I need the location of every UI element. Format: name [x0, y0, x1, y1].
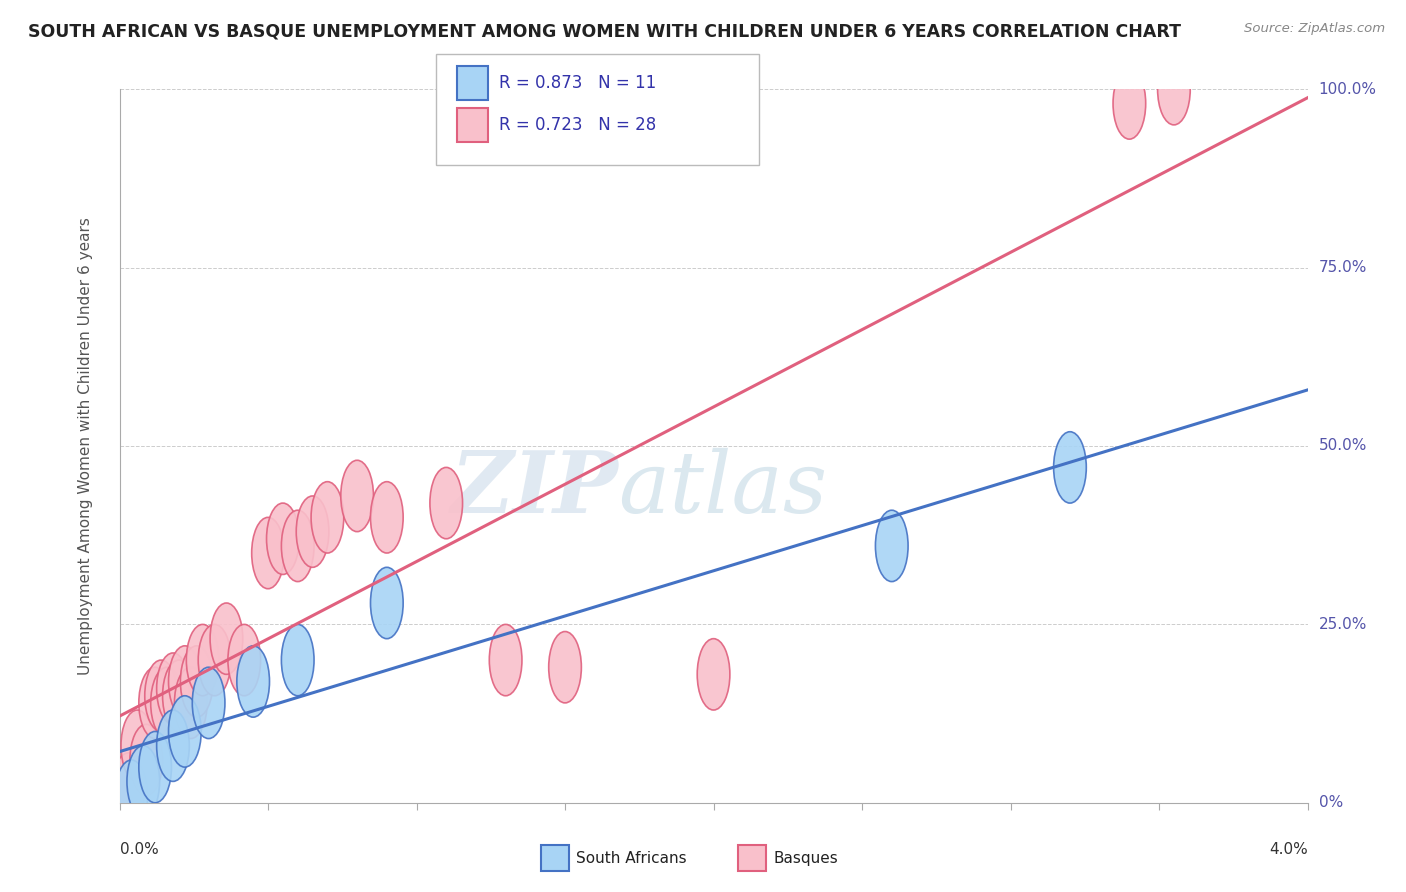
- Ellipse shape: [252, 517, 284, 589]
- Text: 100.0%: 100.0%: [1319, 82, 1376, 96]
- Ellipse shape: [209, 603, 243, 674]
- Ellipse shape: [371, 482, 404, 553]
- Ellipse shape: [156, 653, 190, 724]
- Ellipse shape: [174, 667, 207, 739]
- Ellipse shape: [169, 646, 201, 717]
- Text: R = 0.723   N = 28: R = 0.723 N = 28: [499, 116, 657, 134]
- Ellipse shape: [371, 567, 404, 639]
- Text: R = 0.873   N = 11: R = 0.873 N = 11: [499, 74, 657, 92]
- Ellipse shape: [156, 710, 190, 781]
- Ellipse shape: [236, 646, 270, 717]
- Ellipse shape: [489, 624, 522, 696]
- Ellipse shape: [267, 503, 299, 574]
- Text: 0.0%: 0.0%: [120, 842, 159, 856]
- Text: Basques: Basques: [773, 851, 838, 865]
- Ellipse shape: [281, 510, 314, 582]
- Text: SOUTH AFRICAN VS BASQUE UNEMPLOYMENT AMONG WOMEN WITH CHILDREN UNDER 6 YEARS COR: SOUTH AFRICAN VS BASQUE UNEMPLOYMENT AMO…: [28, 22, 1181, 40]
- Ellipse shape: [127, 746, 160, 817]
- Ellipse shape: [163, 660, 195, 731]
- Ellipse shape: [145, 660, 177, 731]
- Text: atlas: atlas: [619, 448, 828, 530]
- Text: 25.0%: 25.0%: [1319, 617, 1367, 632]
- Text: 75.0%: 75.0%: [1319, 260, 1367, 275]
- Ellipse shape: [193, 667, 225, 739]
- Ellipse shape: [112, 753, 145, 824]
- Ellipse shape: [150, 667, 183, 739]
- Ellipse shape: [311, 482, 343, 553]
- Y-axis label: Unemployment Among Women with Children Under 6 years: Unemployment Among Women with Children U…: [79, 217, 93, 675]
- Ellipse shape: [121, 710, 153, 781]
- Text: 0%: 0%: [1319, 796, 1343, 810]
- Ellipse shape: [115, 760, 148, 831]
- Ellipse shape: [1053, 432, 1087, 503]
- Ellipse shape: [876, 510, 908, 582]
- Ellipse shape: [228, 624, 260, 696]
- Ellipse shape: [697, 639, 730, 710]
- Ellipse shape: [139, 667, 172, 739]
- Ellipse shape: [548, 632, 581, 703]
- Text: 4.0%: 4.0%: [1268, 842, 1308, 856]
- Ellipse shape: [198, 624, 231, 696]
- Ellipse shape: [1157, 54, 1191, 125]
- Ellipse shape: [129, 724, 163, 796]
- Text: South Africans: South Africans: [576, 851, 688, 865]
- Ellipse shape: [297, 496, 329, 567]
- Text: Source: ZipAtlas.com: Source: ZipAtlas.com: [1244, 22, 1385, 36]
- Ellipse shape: [180, 646, 214, 717]
- Ellipse shape: [1114, 68, 1146, 139]
- Ellipse shape: [430, 467, 463, 539]
- Ellipse shape: [169, 696, 201, 767]
- Ellipse shape: [139, 731, 172, 803]
- Text: ZIP: ZIP: [451, 447, 619, 531]
- Ellipse shape: [187, 624, 219, 696]
- Ellipse shape: [281, 624, 314, 696]
- Ellipse shape: [340, 460, 374, 532]
- Text: 50.0%: 50.0%: [1319, 439, 1367, 453]
